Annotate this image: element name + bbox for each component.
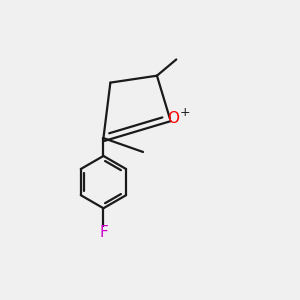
Text: O: O: [167, 111, 179, 126]
Text: +: +: [180, 106, 190, 119]
Text: F: F: [99, 225, 108, 240]
